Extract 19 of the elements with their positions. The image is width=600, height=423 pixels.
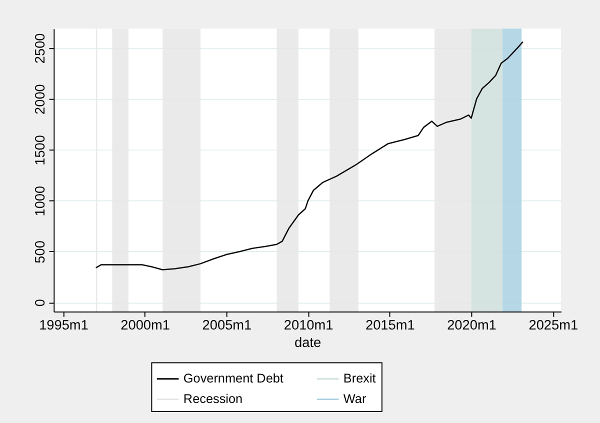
y-tick-label: 0 [32, 298, 48, 307]
y-tick-label: 2000 [32, 84, 48, 114]
y-tick-label: 2500 [32, 32, 48, 64]
x-tick-label: 2025m1 [528, 318, 578, 333]
legend-label: Recession [183, 392, 243, 406]
y-tick-label: 1000 [32, 186, 48, 216]
x-tick-label: 2020m1 [447, 318, 496, 333]
y-tick-label: 1500 [32, 134, 48, 166]
x-tick-label: 2005m1 [202, 318, 252, 333]
y-tick-label: 500 [32, 240, 48, 264]
x-tick-label: 1995m1 [39, 318, 88, 333]
x-tick-label: 2010m1 [284, 318, 334, 333]
legend-label: Government Debt [183, 372, 284, 386]
line-series [95, 41, 524, 270]
x-axis-title: date [294, 335, 322, 350]
x-tick-label: 2000m1 [120, 318, 170, 333]
legend-label: War [343, 392, 367, 406]
x-tick-label: 2015m1 [365, 318, 415, 333]
legend-label: Brexit [343, 372, 376, 386]
